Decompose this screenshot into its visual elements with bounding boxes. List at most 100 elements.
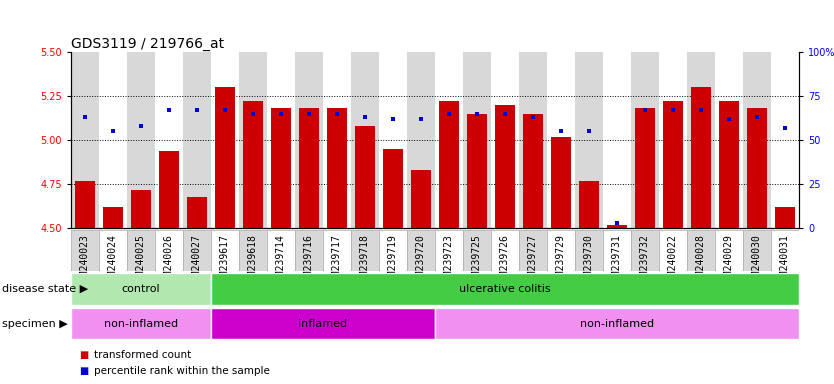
Bar <box>351 230 379 271</box>
Bar <box>407 230 435 271</box>
Bar <box>211 308 435 339</box>
Text: GSM239618: GSM239618 <box>248 233 258 286</box>
Bar <box>71 230 99 271</box>
Bar <box>659 52 687 228</box>
Text: GSM239723: GSM239723 <box>444 233 454 286</box>
Text: GSM240022: GSM240022 <box>668 233 678 286</box>
Bar <box>411 170 430 228</box>
Text: GSM239725: GSM239725 <box>472 233 482 286</box>
Text: GDS3119 / 219766_at: GDS3119 / 219766_at <box>71 37 224 51</box>
Bar <box>435 308 799 339</box>
Bar <box>239 52 267 228</box>
Bar <box>407 52 435 228</box>
Text: GSM239717: GSM239717 <box>332 233 342 286</box>
Bar <box>440 101 459 228</box>
Text: GSM239729: GSM239729 <box>556 233 566 286</box>
Bar <box>687 52 715 228</box>
Text: GSM239727: GSM239727 <box>528 233 538 286</box>
Text: GSM239720: GSM239720 <box>416 233 426 286</box>
Bar <box>327 108 347 228</box>
Bar <box>127 230 155 271</box>
Bar <box>299 108 319 228</box>
Text: GSM240027: GSM240027 <box>192 233 202 286</box>
Bar <box>467 114 487 228</box>
Text: disease state ▶: disease state ▶ <box>2 284 88 294</box>
Bar <box>463 230 491 271</box>
Bar <box>495 105 515 228</box>
Text: GSM239730: GSM239730 <box>584 233 594 286</box>
Text: GSM240031: GSM240031 <box>780 233 790 286</box>
Bar <box>75 181 95 228</box>
Bar <box>271 108 291 228</box>
Bar <box>519 52 547 228</box>
Bar <box>131 190 151 228</box>
Bar <box>631 230 659 271</box>
Bar <box>607 225 627 228</box>
Bar <box>631 52 659 228</box>
Text: GSM240025: GSM240025 <box>136 233 146 286</box>
Bar <box>715 52 743 228</box>
Bar <box>579 181 599 228</box>
Bar <box>183 230 211 271</box>
Text: GSM240028: GSM240028 <box>696 233 706 286</box>
Bar <box>239 230 267 271</box>
Text: GSM240030: GSM240030 <box>752 233 762 286</box>
Text: non-inflamed: non-inflamed <box>104 318 178 329</box>
Text: specimen ▶: specimen ▶ <box>2 318 68 329</box>
Bar <box>687 230 715 271</box>
Bar <box>575 52 603 228</box>
Bar <box>519 230 547 271</box>
Bar <box>183 52 211 228</box>
Bar <box>71 273 211 305</box>
Bar <box>743 52 771 228</box>
Bar <box>575 230 603 271</box>
Bar <box>435 52 463 228</box>
Text: GSM240026: GSM240026 <box>164 233 174 286</box>
Text: GSM240029: GSM240029 <box>724 233 734 286</box>
Text: transformed count: transformed count <box>94 350 192 360</box>
Bar <box>295 230 323 271</box>
Text: control: control <box>122 284 160 294</box>
Bar <box>775 207 795 228</box>
Bar <box>383 149 403 228</box>
Text: GSM239714: GSM239714 <box>276 233 286 286</box>
Text: percentile rank within the sample: percentile rank within the sample <box>94 366 270 376</box>
Text: GSM240023: GSM240023 <box>80 233 90 286</box>
Bar <box>211 230 239 271</box>
Bar <box>771 230 799 271</box>
Bar <box>71 308 211 339</box>
Bar <box>659 230 687 271</box>
Text: GSM239617: GSM239617 <box>220 233 230 286</box>
Bar <box>636 108 655 228</box>
Bar <box>771 52 799 228</box>
Bar <box>491 52 519 228</box>
Bar <box>71 52 99 228</box>
Text: GSM239718: GSM239718 <box>360 233 370 286</box>
Bar <box>523 114 543 228</box>
Bar <box>211 52 239 228</box>
Text: GSM239719: GSM239719 <box>388 233 398 286</box>
Bar <box>547 230 575 271</box>
Bar <box>743 230 771 271</box>
Bar <box>127 52 155 228</box>
Bar <box>211 273 799 305</box>
Bar <box>267 52 295 228</box>
Bar <box>215 87 234 228</box>
Text: ■: ■ <box>79 350 88 360</box>
Bar <box>547 52 575 228</box>
Text: GSM239716: GSM239716 <box>304 233 314 286</box>
Bar <box>99 230 127 271</box>
Bar <box>379 52 407 228</box>
Text: ulcerative colitis: ulcerative colitis <box>460 284 550 294</box>
Bar <box>99 52 127 228</box>
Bar <box>663 101 683 228</box>
Bar <box>491 230 519 271</box>
Bar <box>715 230 743 271</box>
Bar <box>351 52 379 228</box>
Bar <box>719 101 739 228</box>
Bar <box>551 137 570 228</box>
Text: inflamed: inflamed <box>299 318 348 329</box>
Text: GSM239732: GSM239732 <box>640 233 650 286</box>
Bar <box>267 230 295 271</box>
Text: GSM240024: GSM240024 <box>108 233 118 286</box>
